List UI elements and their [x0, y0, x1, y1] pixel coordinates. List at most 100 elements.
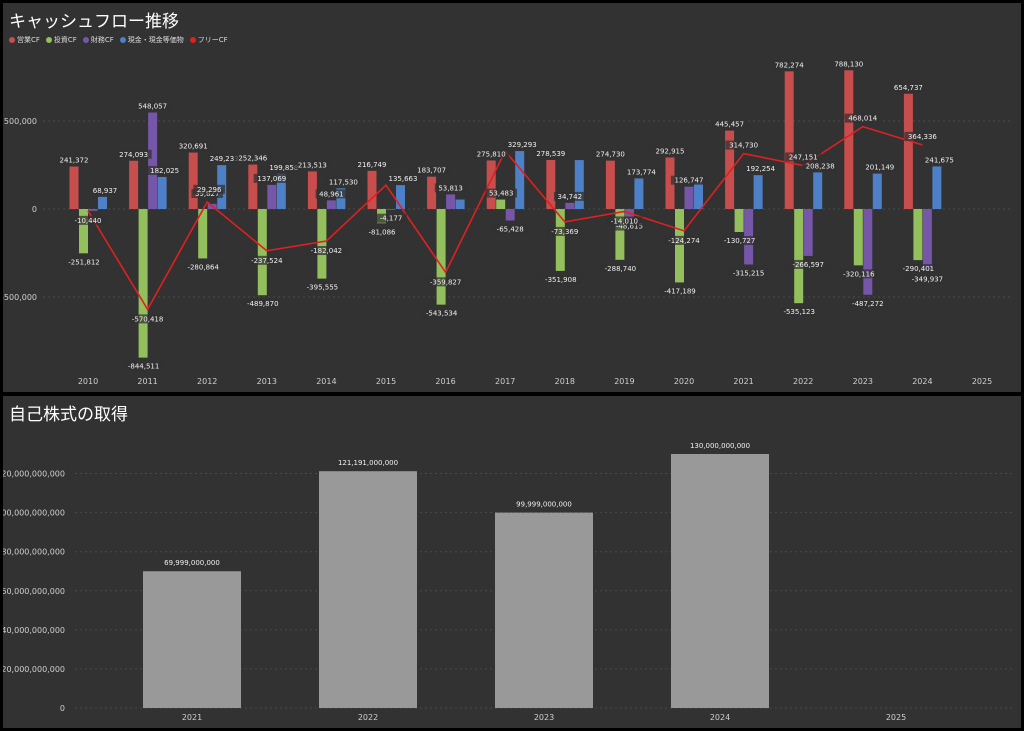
bar-cash: [515, 151, 525, 209]
data-label-financing: 34,742: [558, 193, 583, 201]
buyback-chart-svg: 0 20,000,000,000 40,000,000,000 60,000,000,…: [3, 442, 1013, 722]
data-label-operating: 275,810: [477, 150, 506, 158]
data-label-bg: [606, 216, 643, 226]
data-label-operating: 445,457: [715, 121, 744, 129]
bar-operating: [248, 164, 258, 209]
bar-investing: [496, 199, 506, 209]
data-label-bg: [651, 146, 689, 156]
data-label-free: -73,369: [551, 228, 578, 236]
data-label-cash: 192,254: [746, 165, 775, 173]
bar-investing: [79, 209, 88, 254]
legend-item-free[interactable]: フリーCF: [189, 35, 228, 45]
data-label-investing: -288,740: [605, 265, 636, 273]
data-label-free: -237,524: [251, 257, 283, 265]
data-label-operating: 654,737: [894, 84, 923, 92]
data-label-financing: -349,937: [912, 276, 943, 284]
data-label-bg: [473, 149, 510, 159]
data-label-bg: [413, 165, 450, 175]
data-label-bg: [127, 314, 168, 324]
x-tick-label: 2024: [912, 377, 932, 386]
data-label-operating: 252,346: [238, 155, 267, 163]
y-tick-label: 60,000,000,000: [3, 587, 65, 596]
legend-item-investing[interactable]: 投資CF: [45, 35, 77, 45]
data-label-free: 314,730: [729, 142, 758, 150]
buyback-chart-panel: 自己株式の取得 0 20,000,000,000 40,000,000,000 60,…: [3, 396, 1021, 728]
data-label-cash: 173,774: [627, 168, 656, 176]
data-label-bg: [742, 164, 779, 174]
data-label-bg: [663, 235, 705, 245]
data-label-bg: [532, 148, 569, 158]
data-label-financing: -48,615: [616, 223, 643, 231]
data-label-investing: -395,555: [307, 284, 338, 292]
data-label-investing: -351,908: [545, 276, 576, 284]
x-tick-label: 2018: [555, 377, 575, 386]
legend-swatch: [189, 37, 196, 43]
data-label-bg: [375, 213, 407, 223]
bar-cash: [276, 173, 286, 209]
data-label-operating: 274,730: [596, 151, 625, 159]
data-label-cash: 68,937: [93, 187, 118, 195]
bar-buyback: [495, 512, 593, 708]
bar-operating: [784, 71, 794, 209]
bar-buyback: [143, 571, 241, 708]
y-tick-label: 120,000,000,000: [3, 470, 65, 479]
data-label-bg: [554, 191, 586, 201]
bar-cash: [574, 160, 584, 209]
bar-cash: [455, 199, 465, 209]
data-label-bg: [830, 59, 867, 69]
data-label-bg: [89, 185, 121, 195]
bar-operating: [486, 160, 496, 209]
data-label-buyback: 130,000,000,000: [690, 442, 750, 450]
bar-financing: [803, 209, 813, 256]
data-label-bg: [302, 282, 343, 292]
bar-operating: [903, 93, 913, 209]
data-label-operating: 183,707: [417, 167, 446, 175]
bar-investing: [913, 209, 923, 261]
data-label-investing: -290,401: [903, 265, 934, 273]
data-label-bg: [592, 149, 629, 159]
data-label-cash: 182,025: [150, 167, 179, 175]
data-label-bg: [623, 167, 660, 177]
data-label-bg: [253, 173, 290, 183]
data-label-bg: [904, 131, 941, 141]
data-label-cash: 135,663: [389, 175, 418, 183]
data-label-bg: [838, 269, 880, 279]
legend-item-operating[interactable]: 営業CF: [9, 35, 40, 45]
x-tick-label: 2019: [614, 377, 634, 386]
x-tick-label: 2017: [495, 377, 515, 386]
data-label-investing: -320,116: [843, 270, 875, 278]
bar-operating: [427, 176, 437, 209]
bar-operating: [129, 160, 139, 209]
bar-financing: [326, 200, 336, 209]
data-label-financing: -266,597: [792, 261, 823, 269]
bar-investing: [138, 209, 148, 358]
data-label-operating: 213,513: [298, 161, 327, 169]
data-label-financing: -315,215: [733, 269, 764, 277]
legend-item-cash[interactable]: 現金・現金等価物: [119, 35, 184, 45]
cashflow-legend: 営業CF 投資CF 財務CF 現金・現金等価物 フリーCF: [9, 35, 228, 45]
data-label-cash: 208,238: [806, 162, 835, 170]
x-tick-label: 2023: [853, 377, 873, 386]
data-label-free: -570,418: [132, 315, 163, 323]
data-label-bg: [63, 257, 105, 267]
legend-swatch: [9, 37, 15, 43]
legend-item-financing[interactable]: 財務CF: [82, 35, 114, 45]
data-label-bg: [134, 101, 171, 111]
y-tick-label: 80,000,000,000: [3, 548, 65, 557]
bar-financing: [446, 194, 456, 209]
bar-operating: [725, 130, 735, 209]
data-label-free: -10,440: [74, 217, 101, 225]
data-label-bg: [861, 162, 898, 172]
bar-financing: [565, 202, 575, 209]
legend-swatch: [119, 37, 126, 43]
cashflow-chart-title: キャッシュフロー推移: [9, 12, 179, 32]
x-tick-label: 2013: [257, 377, 277, 386]
data-label-bg: [182, 262, 224, 272]
x-tick-label: 2023: [534, 713, 554, 722]
bar-operating: [605, 160, 615, 209]
data-label-bg: [434, 183, 467, 193]
x-tick-label: 2022: [793, 377, 813, 386]
bar-cash: [932, 166, 942, 209]
x-tick-label: 2024: [710, 713, 730, 722]
x-tick-label: 2020: [674, 377, 694, 386]
